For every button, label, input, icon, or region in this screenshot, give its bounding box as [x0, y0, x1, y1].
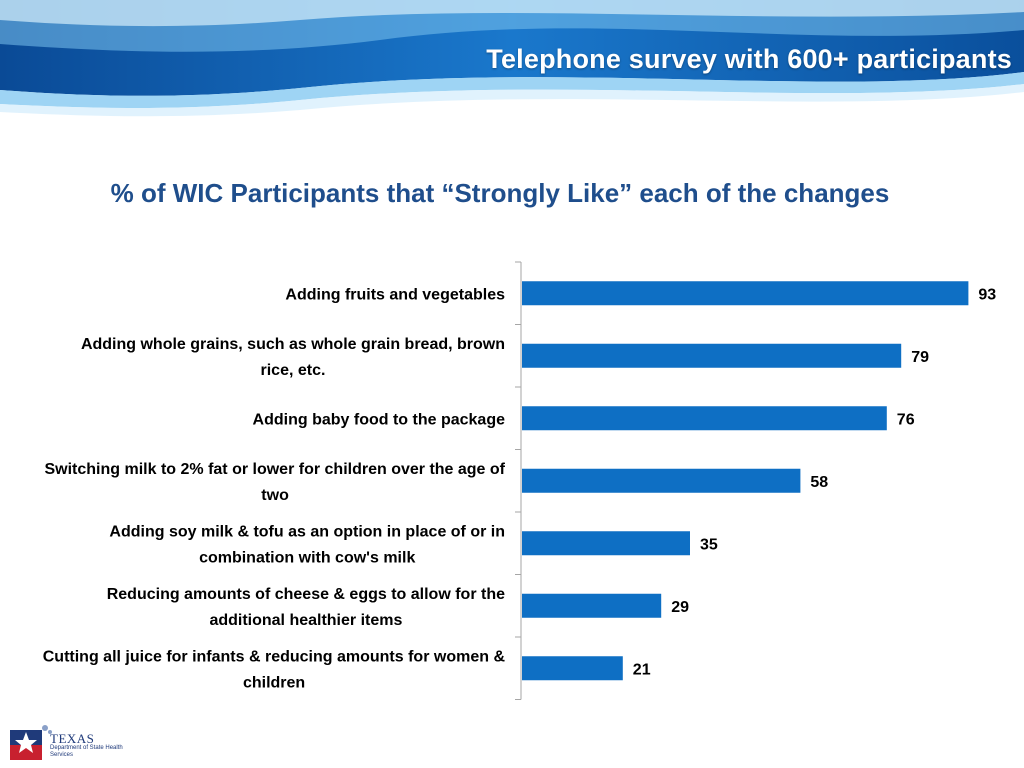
category-label: Adding baby food to the package — [253, 411, 506, 428]
category-label: combination with cow's milk — [199, 549, 415, 566]
data-label: 76 — [897, 411, 915, 428]
chart-axis — [515, 261, 522, 700]
bar — [522, 468, 801, 493]
bar — [522, 593, 662, 618]
data-label: 29 — [671, 599, 689, 616]
header-banner — [0, 0, 1024, 120]
bar — [522, 531, 690, 556]
category-label: Switching milk to 2% fat or lower for ch… — [44, 461, 505, 478]
category-label: Reducing amounts of cheese & eggs to all… — [107, 586, 505, 603]
category-label: two — [261, 487, 289, 504]
logo-wordmark: TEXAS — [50, 731, 95, 746]
chart-title: % of WIC Participants that “Strongly Lik… — [110, 178, 890, 208]
slide-title: Telephone survey with 600+ participants — [486, 44, 1012, 74]
bar — [522, 406, 887, 431]
data-label: 93 — [978, 286, 996, 303]
bar — [522, 656, 623, 681]
logo-subtitle: Department of State Health Services — [50, 745, 123, 758]
wave-banner-graphic — [0, 0, 1024, 117]
bar — [522, 343, 902, 368]
category-label: additional healthier items — [209, 612, 402, 629]
data-label: 21 — [633, 661, 651, 678]
category-label: Cutting all juice for infants & reducing… — [43, 648, 506, 665]
chart-data-labels: 93 79 76 58 35 29 21 — [633, 286, 996, 678]
data-label: 58 — [810, 474, 828, 491]
category-label: Adding fruits and vegetables — [285, 286, 505, 303]
category-label: Adding soy milk & tofu as an option in p… — [109, 523, 505, 540]
chart-bars — [522, 281, 969, 681]
data-label: 79 — [911, 349, 929, 366]
chart-category-labels: Adding fruits and vegetables Adding whole… — [43, 286, 506, 691]
texas-dshs-logo — [10, 725, 52, 760]
bar — [522, 281, 969, 306]
data-label: 35 — [700, 536, 718, 553]
category-label: Adding whole grains, such as whole grain… — [81, 336, 505, 353]
category-label: children — [243, 674, 305, 691]
bar-chart: Adding fruits and vegetables Adding whole… — [43, 261, 996, 700]
category-label: rice, etc. — [261, 362, 326, 379]
